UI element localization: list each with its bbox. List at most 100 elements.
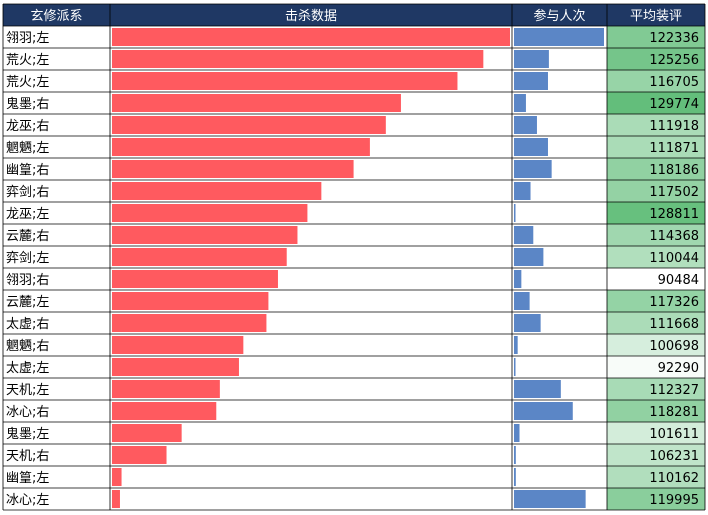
- kills-bar: [112, 138, 370, 156]
- score-value: 101611: [649, 427, 699, 442]
- faction-label: 荒火;左: [6, 53, 49, 68]
- kills-bar: [112, 446, 167, 464]
- kills-bar: [112, 204, 308, 222]
- score-cell-bg: [607, 48, 705, 70]
- kills-bar: [112, 116, 386, 134]
- score-cell-bg: [607, 378, 705, 400]
- faction-label: 荒火;左: [6, 75, 49, 90]
- score-value: 110162: [649, 471, 699, 486]
- kills-bar: [112, 336, 244, 354]
- score-value: 110044: [649, 251, 699, 266]
- score-value: 111918: [649, 119, 699, 134]
- kills-bar: [112, 358, 239, 376]
- kills-bar: [112, 424, 182, 442]
- faction-label: 太虚;右: [6, 317, 49, 332]
- participants-bar: [514, 490, 586, 508]
- score-cell-bg: [607, 158, 705, 180]
- participants-bar: [514, 468, 516, 486]
- faction-label: 魍魉;右: [6, 338, 49, 354]
- header-score: 平均装评: [630, 9, 682, 24]
- score-cell-bg: [607, 444, 705, 466]
- score-cell-bg: [607, 466, 705, 488]
- faction-label: 云麓;左: [6, 295, 49, 310]
- faction-label: 天机;右: [6, 449, 49, 464]
- score-cell-bg: [607, 334, 705, 356]
- header-bar: [3, 4, 705, 26]
- faction-label: 弈剑;左: [6, 250, 49, 266]
- score-value: 118281: [649, 405, 699, 420]
- header-participants: 参与人次: [533, 8, 585, 24]
- score-cell-bg: [607, 246, 705, 268]
- score-value: 111871: [649, 141, 699, 156]
- participants-bar: [514, 380, 561, 398]
- kills-bar: [112, 402, 217, 420]
- kills-bar: [112, 292, 269, 310]
- score-cell-bg: [607, 400, 705, 422]
- faction-label: 太虚;左: [6, 361, 49, 376]
- score-value: 90484: [658, 273, 699, 288]
- kills-bar: [112, 72, 458, 90]
- kills-bar: [112, 314, 267, 332]
- participants-bar: [514, 358, 516, 376]
- score-cell-bg: [607, 136, 705, 158]
- faction-label: 翎羽;左: [6, 31, 49, 46]
- score-value: 100698: [649, 339, 699, 354]
- kills-bar: [112, 50, 484, 68]
- participants-bar: [514, 424, 520, 442]
- participants-bar: [514, 270, 522, 288]
- kills-bar: [112, 94, 401, 112]
- kills-bar: [112, 380, 220, 398]
- score-value: 92290: [658, 361, 699, 376]
- kills-bar: [112, 28, 510, 46]
- participants-bar: [514, 204, 516, 222]
- header-faction: 玄修派系: [30, 9, 82, 24]
- faction-label: 幽篁;右: [6, 162, 49, 178]
- participants-bar: [514, 160, 552, 178]
- score-cell-bg: [607, 422, 705, 444]
- kills-bar: [112, 468, 122, 486]
- participants-bar: [514, 116, 537, 134]
- score-cell-bg: [607, 268, 705, 290]
- faction-label: 冰心;左: [6, 493, 49, 508]
- score-value: 129774: [649, 97, 699, 112]
- kills-bar: [112, 182, 322, 200]
- score-cell-bg: [607, 290, 705, 312]
- faction-label: 弈剑;右: [6, 184, 49, 200]
- participants-bar: [514, 248, 544, 266]
- kills-bar: [112, 490, 120, 508]
- score-value: 117326: [649, 295, 699, 310]
- header-kills: 击杀数据: [285, 9, 337, 24]
- kills-bar: [112, 160, 354, 178]
- participants-bar: [514, 402, 573, 420]
- faction-label: 龙巫;左: [6, 207, 49, 222]
- faction-label: 云麓;右: [6, 229, 49, 244]
- participants-bar: [514, 336, 518, 354]
- score-cell-bg: [607, 26, 705, 48]
- score-value: 128811: [649, 207, 699, 222]
- score-cell-bg: [607, 356, 705, 378]
- participants-bar: [514, 226, 534, 244]
- score-value: 125256: [649, 53, 699, 68]
- kills-bar: [112, 226, 298, 244]
- faction-label: 鬼墨;左: [6, 426, 49, 442]
- score-cell-bg: [607, 70, 705, 92]
- participants-bar: [514, 94, 526, 112]
- participants-bar: [514, 182, 531, 200]
- participants-bar: [514, 292, 530, 310]
- score-value: 122336: [649, 31, 699, 46]
- participants-bar: [514, 314, 541, 332]
- score-value: 119995: [649, 493, 699, 508]
- score-value: 114368: [649, 229, 699, 244]
- score-value: 111668: [649, 317, 699, 332]
- faction-label: 魍魉;左: [6, 140, 49, 156]
- faction-label: 幽篁;左: [6, 470, 49, 486]
- score-cell-bg: [607, 224, 705, 246]
- score-cell-bg: [607, 114, 705, 136]
- score-cell-bg: [607, 92, 705, 114]
- faction-label: 翎羽;右: [6, 273, 49, 288]
- participants-bar: [514, 72, 548, 90]
- score-value: 118186: [649, 163, 699, 178]
- participants-bar: [514, 446, 516, 464]
